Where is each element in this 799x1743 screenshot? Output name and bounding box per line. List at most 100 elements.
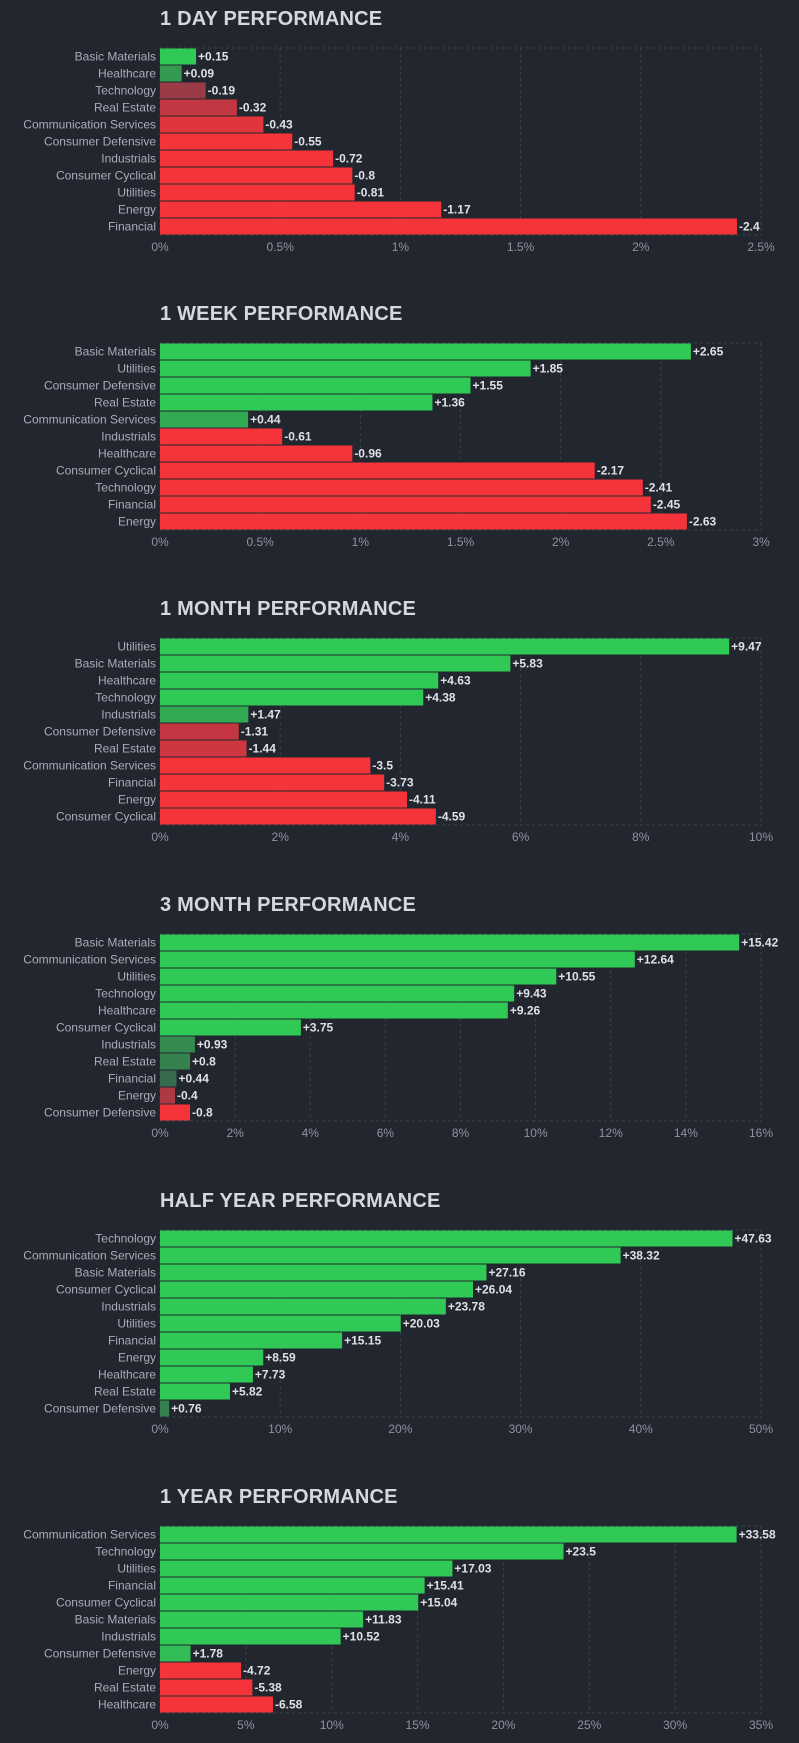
x-tick-label: 6% bbox=[512, 830, 530, 844]
category-label: Basic Materials bbox=[75, 1266, 156, 1280]
bar bbox=[160, 1577, 425, 1594]
value-label: -1.31 bbox=[241, 725, 269, 739]
bar bbox=[160, 1070, 177, 1087]
value-label: -2.45 bbox=[653, 498, 681, 512]
x-tick-label: 50% bbox=[749, 1422, 773, 1436]
category-label: Energy bbox=[118, 515, 156, 529]
bar bbox=[160, 1400, 170, 1417]
category-label: Technology bbox=[95, 481, 156, 495]
category-label: Basic Materials bbox=[75, 1613, 156, 1627]
x-tick-label: 2.5% bbox=[747, 240, 775, 254]
category-label: Consumer Cyclical bbox=[56, 1021, 156, 1035]
value-label: +4.38 bbox=[425, 691, 456, 705]
x-tick-label: 2% bbox=[226, 1126, 244, 1140]
bar bbox=[160, 1315, 401, 1332]
bar bbox=[160, 1383, 230, 1400]
chart-title: 1 WEEK PERFORMANCE bbox=[160, 303, 403, 325]
x-tick-label: 2% bbox=[632, 240, 650, 254]
value-label: -0.4 bbox=[177, 1089, 198, 1103]
category-label: Utilities bbox=[117, 362, 156, 376]
value-label: +12.64 bbox=[637, 953, 674, 967]
category-label: Healthcare bbox=[98, 447, 156, 461]
value-label: +8.59 bbox=[265, 1351, 296, 1365]
bar bbox=[160, 1332, 343, 1349]
value-label: +0.76 bbox=[171, 1402, 202, 1416]
value-label: +1.36 bbox=[434, 396, 465, 410]
x-tick-label: 40% bbox=[629, 1422, 653, 1436]
bar bbox=[160, 968, 557, 985]
x-tick-label: 1% bbox=[352, 535, 370, 549]
value-label: +26.04 bbox=[475, 1283, 512, 1297]
category-label: Industrials bbox=[101, 1300, 156, 1314]
value-label: -0.72 bbox=[335, 152, 363, 166]
category-label: Real Estate bbox=[94, 101, 156, 115]
value-label: +17.03 bbox=[454, 1562, 491, 1576]
x-tick-label: 10% bbox=[524, 1126, 548, 1140]
bar bbox=[160, 1036, 195, 1053]
category-label: Industrials bbox=[101, 708, 156, 722]
chart-panel-1-week: 1 WEEK PERFORMANCE Basic Materials +2.65 U… bbox=[0, 303, 799, 554]
bar bbox=[160, 791, 408, 808]
x-tick-label: 4% bbox=[302, 1126, 320, 1140]
x-tick-label: 10% bbox=[320, 1718, 344, 1732]
value-label: +10.55 bbox=[558, 970, 595, 984]
value-label: -1.17 bbox=[443, 203, 471, 217]
bar bbox=[160, 201, 442, 218]
value-label: -0.43 bbox=[265, 118, 293, 132]
bar bbox=[160, 951, 635, 968]
x-tick-label: 16% bbox=[749, 1126, 773, 1140]
chart-plot-1-month: Utilities +9.47 Basic Materials +5.83 Health… bbox=[23, 637, 773, 844]
chart-panel-1-month: 1 MONTH PERFORMANCE Utilities +9.47 Basic … bbox=[0, 598, 799, 849]
value-label: -6.58 bbox=[275, 1698, 303, 1712]
value-label: +0.15 bbox=[198, 50, 229, 64]
value-label: -2.41 bbox=[645, 481, 673, 495]
bar bbox=[160, 1281, 474, 1298]
chart-plot-1-week: Basic Materials +2.65 Utilities +1.85 Consum… bbox=[23, 342, 770, 549]
category-label: Healthcare bbox=[98, 674, 156, 688]
bar bbox=[160, 1247, 621, 1264]
bar bbox=[160, 411, 249, 428]
bar bbox=[160, 808, 436, 825]
chart-plot-1-day: Basic Materials +0.15 Healthcare +0.09 Techn… bbox=[23, 47, 775, 254]
bar bbox=[160, 1526, 737, 1543]
chart-panel-1-year: 1 YEAR PERFORMANCE Communication Service… bbox=[0, 1486, 799, 1737]
value-label: +4.63 bbox=[440, 674, 471, 688]
x-tick-label: 2% bbox=[272, 830, 290, 844]
value-label: -0.19 bbox=[208, 84, 236, 98]
category-label: Industrials bbox=[101, 152, 156, 166]
value-label: -0.81 bbox=[357, 186, 385, 200]
value-label: +9.43 bbox=[516, 987, 547, 1001]
value-label: +38.32 bbox=[623, 1249, 660, 1263]
category-label: Real Estate bbox=[94, 1681, 156, 1695]
x-tick-label: 0% bbox=[151, 535, 169, 549]
bar bbox=[160, 1628, 341, 1645]
bar bbox=[160, 706, 249, 723]
category-label: Industrials bbox=[101, 430, 156, 444]
category-label: Energy bbox=[118, 1664, 156, 1678]
bar bbox=[160, 116, 264, 133]
bar bbox=[160, 740, 247, 757]
category-label: Utilities bbox=[117, 640, 156, 654]
x-tick-label: 0.5% bbox=[246, 535, 274, 549]
x-tick-label: 0% bbox=[151, 1126, 169, 1140]
bar bbox=[160, 513, 687, 530]
bar bbox=[160, 774, 385, 791]
category-label: Technology bbox=[95, 691, 156, 705]
bar bbox=[160, 1349, 264, 1366]
value-label: +33.58 bbox=[739, 1528, 776, 1542]
category-label: Healthcare bbox=[98, 1004, 156, 1018]
value-label: +15.04 bbox=[420, 1596, 457, 1610]
x-tick-label: 12% bbox=[599, 1126, 623, 1140]
value-label: +0.93 bbox=[197, 1038, 228, 1052]
value-label: +15.15 bbox=[344, 1334, 381, 1348]
category-label: Communication Services bbox=[23, 1528, 156, 1542]
value-label: -0.8 bbox=[192, 1106, 213, 1120]
category-label: Real Estate bbox=[94, 1055, 156, 1069]
bar bbox=[160, 1230, 733, 1247]
x-tick-label: 2.5% bbox=[647, 535, 675, 549]
category-label: Energy bbox=[118, 1351, 156, 1365]
value-label: -1.44 bbox=[249, 742, 277, 756]
category-label: Technology bbox=[95, 987, 156, 1001]
bar bbox=[160, 1019, 301, 1036]
